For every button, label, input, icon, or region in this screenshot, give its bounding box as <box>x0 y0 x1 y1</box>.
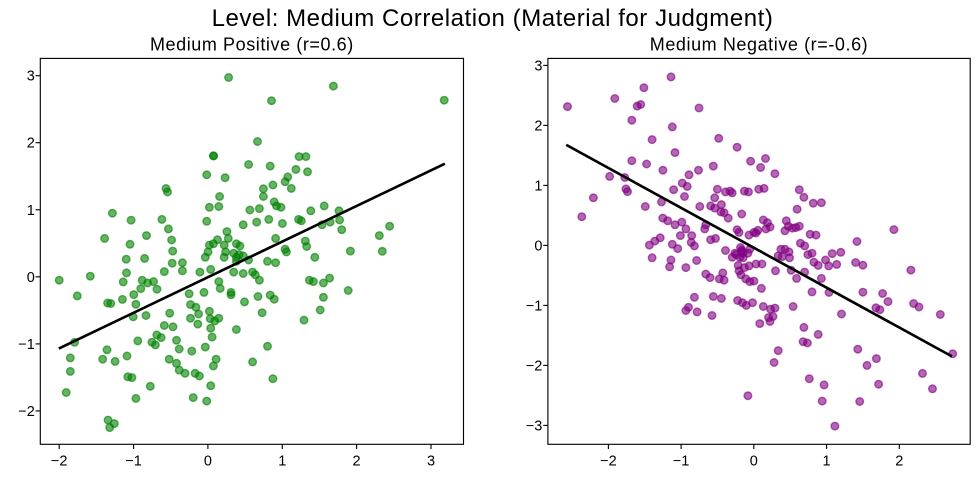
svg-text:−2: −2 <box>18 404 35 420</box>
svg-text:1: 1 <box>27 203 35 219</box>
svg-text:−2: −2 <box>51 454 68 470</box>
svg-text:1: 1 <box>534 178 542 194</box>
svg-text:1: 1 <box>823 454 831 470</box>
svg-text:−2: −2 <box>600 454 617 470</box>
svg-text:0: 0 <box>27 270 35 286</box>
svg-text:2: 2 <box>27 136 35 152</box>
svg-text:Level: Medium Correlation (Mat: Level: Medium Correlation (Material for … <box>212 5 774 32</box>
svg-text:−3: −3 <box>526 418 543 434</box>
svg-text:−1: −1 <box>673 454 690 470</box>
svg-text:3: 3 <box>27 69 35 85</box>
svg-text:3: 3 <box>427 454 435 470</box>
svg-text:−1: −1 <box>18 337 35 353</box>
svg-text:2: 2 <box>534 118 542 134</box>
svg-text:2: 2 <box>353 454 361 470</box>
svg-text:3: 3 <box>534 58 542 74</box>
svg-text:−1: −1 <box>526 298 543 314</box>
svg-text:−1: −1 <box>125 454 142 470</box>
svg-text:0: 0 <box>750 454 758 470</box>
svg-text:1: 1 <box>278 454 286 470</box>
svg-text:2: 2 <box>895 454 903 470</box>
svg-text:0: 0 <box>204 454 212 470</box>
svg-text:Medium Positive (r=0.6): Medium Positive (r=0.6) <box>150 35 354 55</box>
svg-text:0: 0 <box>534 238 542 254</box>
svg-text:−2: −2 <box>526 358 543 374</box>
svg-text:Medium Negative (r=-0.6): Medium Negative (r=-0.6) <box>650 35 869 55</box>
